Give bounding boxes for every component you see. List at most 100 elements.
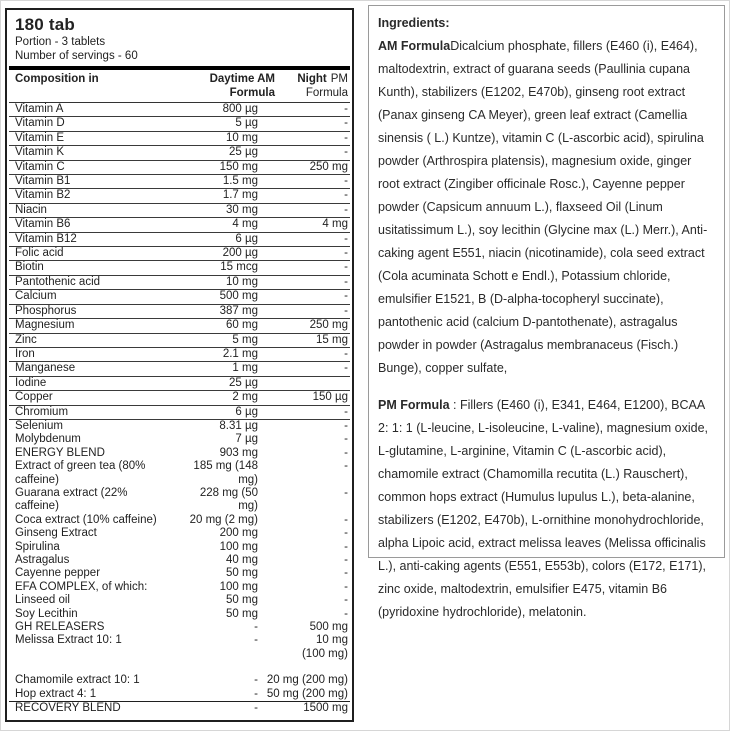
am-value: 25 µg	[228, 376, 258, 389]
ingredient-name: Vitamin D	[15, 117, 65, 130]
pm-formula-paragraph: PM Formula : Fillers (E460 (i), E341, E4…	[378, 394, 715, 624]
table-row: Niacin 30 mg -	[9, 203, 350, 219]
am-value: 50 mg	[226, 567, 258, 580]
table-row: Chamomile extract 10: 1 -20 mg (200 mg)	[9, 674, 350, 687]
portion-text: Portion - 3 tablets	[15, 36, 106, 48]
ingredient-name: Chromium	[15, 405, 69, 418]
pm-value: -	[344, 594, 348, 607]
am-value: 800 µg	[222, 103, 258, 115]
table-row: GH RELEASERS - 500 mg	[9, 621, 350, 634]
ingredient-name: Biotin	[15, 261, 44, 274]
ingredient-name: ENERGY BLEND	[15, 446, 105, 459]
table-row: Vitamin E 10 mg -	[9, 131, 350, 147]
am-value: -	[254, 687, 258, 700]
am-value: 6 µg	[235, 232, 258, 245]
pm-value: 150 µg	[312, 391, 348, 404]
pm-value: -	[344, 554, 348, 566]
table-row: ENERGY BLEND 903 mg -	[9, 447, 350, 460]
pm-value: -	[344, 486, 348, 499]
am-value: -	[254, 674, 258, 687]
table-row: Linseed oil 50 mg -	[9, 594, 350, 607]
am-value: 500 mg	[219, 290, 258, 303]
am-value: 5 mg	[232, 333, 258, 346]
am-value: 20 mg (2 mg)	[189, 513, 258, 526]
am-formula-label: AM Formula	[378, 39, 451, 53]
pm-value: -	[344, 347, 348, 360]
table-row: RECOVERY BLEND - 1500 mg	[9, 701, 350, 715]
ingredient-name: Spirulina	[15, 540, 60, 553]
table-row: Soy Lecithin 50 mg -	[9, 608, 350, 621]
ingredient-name: Vitamin B2	[15, 189, 71, 202]
ingredient-name: Niacin	[15, 203, 47, 216]
am-value: 903 mg	[219, 446, 258, 459]
am-value: 2 mg	[232, 391, 258, 404]
ingredient-name: Vitamin B12	[15, 232, 77, 245]
ingredient-name: EFA COMPLEX, of which:	[15, 580, 148, 593]
ingredient-name: Cayenne pepper	[15, 567, 101, 580]
pm-value	[258, 377, 348, 390]
pm-value: -	[344, 146, 348, 159]
table-row: Vitamin B1 1.5 mg -	[9, 175, 350, 190]
pm-value: 15 mg	[316, 333, 348, 346]
ingredient-name: Soy Lecithin	[15, 607, 78, 620]
table-row: Melissa Extract 10: 1 - 10 mg (100 mg)	[9, 634, 350, 674]
ingredient-name: Zinc	[15, 333, 37, 346]
pm-value: -	[344, 304, 348, 317]
am-value: -	[254, 702, 258, 715]
pm-value: -	[344, 419, 348, 432]
pm-formula-text: : Fillers (E460 (i), E341, E464, E1200),…	[378, 398, 709, 619]
am-value: 7 µg	[235, 433, 258, 446]
ingredient-name: Manganese	[15, 362, 76, 375]
table-row: Molybdenum 7 µg -	[9, 433, 350, 446]
table-row: Coca extract (10% caffeine) 20 mg (2 mg) -	[9, 514, 350, 527]
am-value: 50 mg	[226, 607, 258, 620]
pm-formula-label: PM Formula	[378, 398, 450, 412]
ingredient-name: Coca extract (10% caffeine)	[15, 513, 157, 526]
table-row: Chromium 6 µg -	[9, 406, 350, 420]
table-row: Folic acid 200 µg -	[9, 247, 350, 262]
table-row: Astragalus 40 mg -	[9, 554, 350, 567]
am-value: 185 mg (148 mg)	[193, 460, 258, 486]
am-formula-paragraph: AM FormulaDicalcium phosphate, fillers (…	[378, 35, 715, 380]
table-row: Phosphorus 387 mg -	[9, 304, 350, 320]
header-divider-bar	[9, 66, 350, 70]
am-value: 228 mg (50 mg)	[199, 486, 258, 513]
ingredient-name: Vitamin K	[15, 146, 65, 159]
table-row: Guarana extract (22% caffeine) 228 mg (50…	[9, 487, 350, 514]
ingredient-name: Extract of green tea (80% caffeine)	[15, 460, 146, 486]
am-value: 8.31 µg	[219, 419, 258, 432]
am-value: 200 mg	[219, 527, 258, 540]
am-value: 60 mg	[226, 319, 258, 332]
table-row: Calcium 500 mg -	[9, 290, 350, 305]
table-row: Vitamin B2 1.7 mg -	[9, 189, 350, 204]
pm-value: -	[344, 540, 348, 553]
ingredient-name: RECOVERY BLEND	[15, 702, 121, 715]
ingredient-name: Magnesium	[15, 319, 75, 332]
ingredient-name: Iron	[15, 347, 35, 360]
ingredients-panel: Ingredients: AM FormulaDicalcium phospha…	[368, 5, 725, 619]
am-value: 1 mg	[232, 362, 258, 375]
ingredient-name: Vitamin B1	[15, 175, 71, 188]
pm-value: -	[344, 203, 348, 216]
am-value: 100 mg	[219, 580, 258, 593]
pm-value: -	[344, 275, 348, 288]
table-row: Magnesium 60 mg 250 mg	[9, 319, 350, 334]
am-value: 10 mg	[226, 131, 258, 144]
am-value: 4 mg	[232, 218, 258, 231]
ingredient-name: Guarana extract (22% caffeine)	[15, 486, 128, 513]
table-row: Vitamin B6 4 mg 4 mg	[9, 218, 350, 233]
ingredient-name: Pantothenic acid	[15, 275, 101, 288]
pm-value: -	[344, 189, 348, 202]
ingredient-name: GH RELEASERS	[15, 621, 105, 634]
am-value: -	[254, 621, 258, 634]
am-value: 1.5 mg	[222, 175, 258, 188]
am-value: 387 mg	[219, 304, 258, 317]
am-value: 30 mg	[226, 203, 258, 216]
ingredient-name: Vitamin E	[15, 131, 65, 144]
ingredient-name: Selenium	[15, 419, 63, 432]
am-value: 5 µg	[235, 117, 258, 130]
ingredient-name: Melissa Extract 10: 1	[15, 634, 122, 647]
ingredient-name: Hop extract 4: 1	[15, 687, 97, 700]
pm-value: -	[344, 460, 348, 473]
am-formula-text: Dicalcium phosphate, fillers (E460 (i), …	[378, 39, 708, 375]
